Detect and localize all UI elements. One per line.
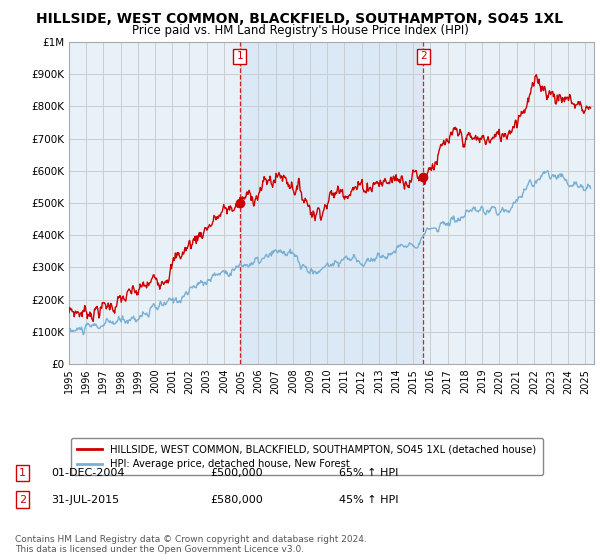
Text: Price paid vs. HM Land Registry's House Price Index (HPI): Price paid vs. HM Land Registry's House … xyxy=(131,24,469,36)
Text: 2: 2 xyxy=(19,494,26,505)
Text: 1: 1 xyxy=(236,52,243,62)
Text: £580,000: £580,000 xyxy=(210,494,263,505)
Text: Contains HM Land Registry data © Crown copyright and database right 2024.
This d: Contains HM Land Registry data © Crown c… xyxy=(15,535,367,554)
Text: 31-JUL-2015: 31-JUL-2015 xyxy=(51,494,119,505)
Text: HILLSIDE, WEST COMMON, BLACKFIELD, SOUTHAMPTON, SO45 1XL: HILLSIDE, WEST COMMON, BLACKFIELD, SOUTH… xyxy=(37,12,563,26)
Legend: HILLSIDE, WEST COMMON, BLACKFIELD, SOUTHAMPTON, SO45 1XL (detached house), HPI: : HILLSIDE, WEST COMMON, BLACKFIELD, SOUTH… xyxy=(71,438,542,475)
Text: 1: 1 xyxy=(19,468,26,478)
Text: 65% ↑ HPI: 65% ↑ HPI xyxy=(339,468,398,478)
Text: 01-DEC-2004: 01-DEC-2004 xyxy=(51,468,125,478)
Text: 45% ↑ HPI: 45% ↑ HPI xyxy=(339,494,398,505)
Text: £500,000: £500,000 xyxy=(210,468,263,478)
Text: 2: 2 xyxy=(420,52,427,62)
Bar xyxy=(240,42,423,364)
